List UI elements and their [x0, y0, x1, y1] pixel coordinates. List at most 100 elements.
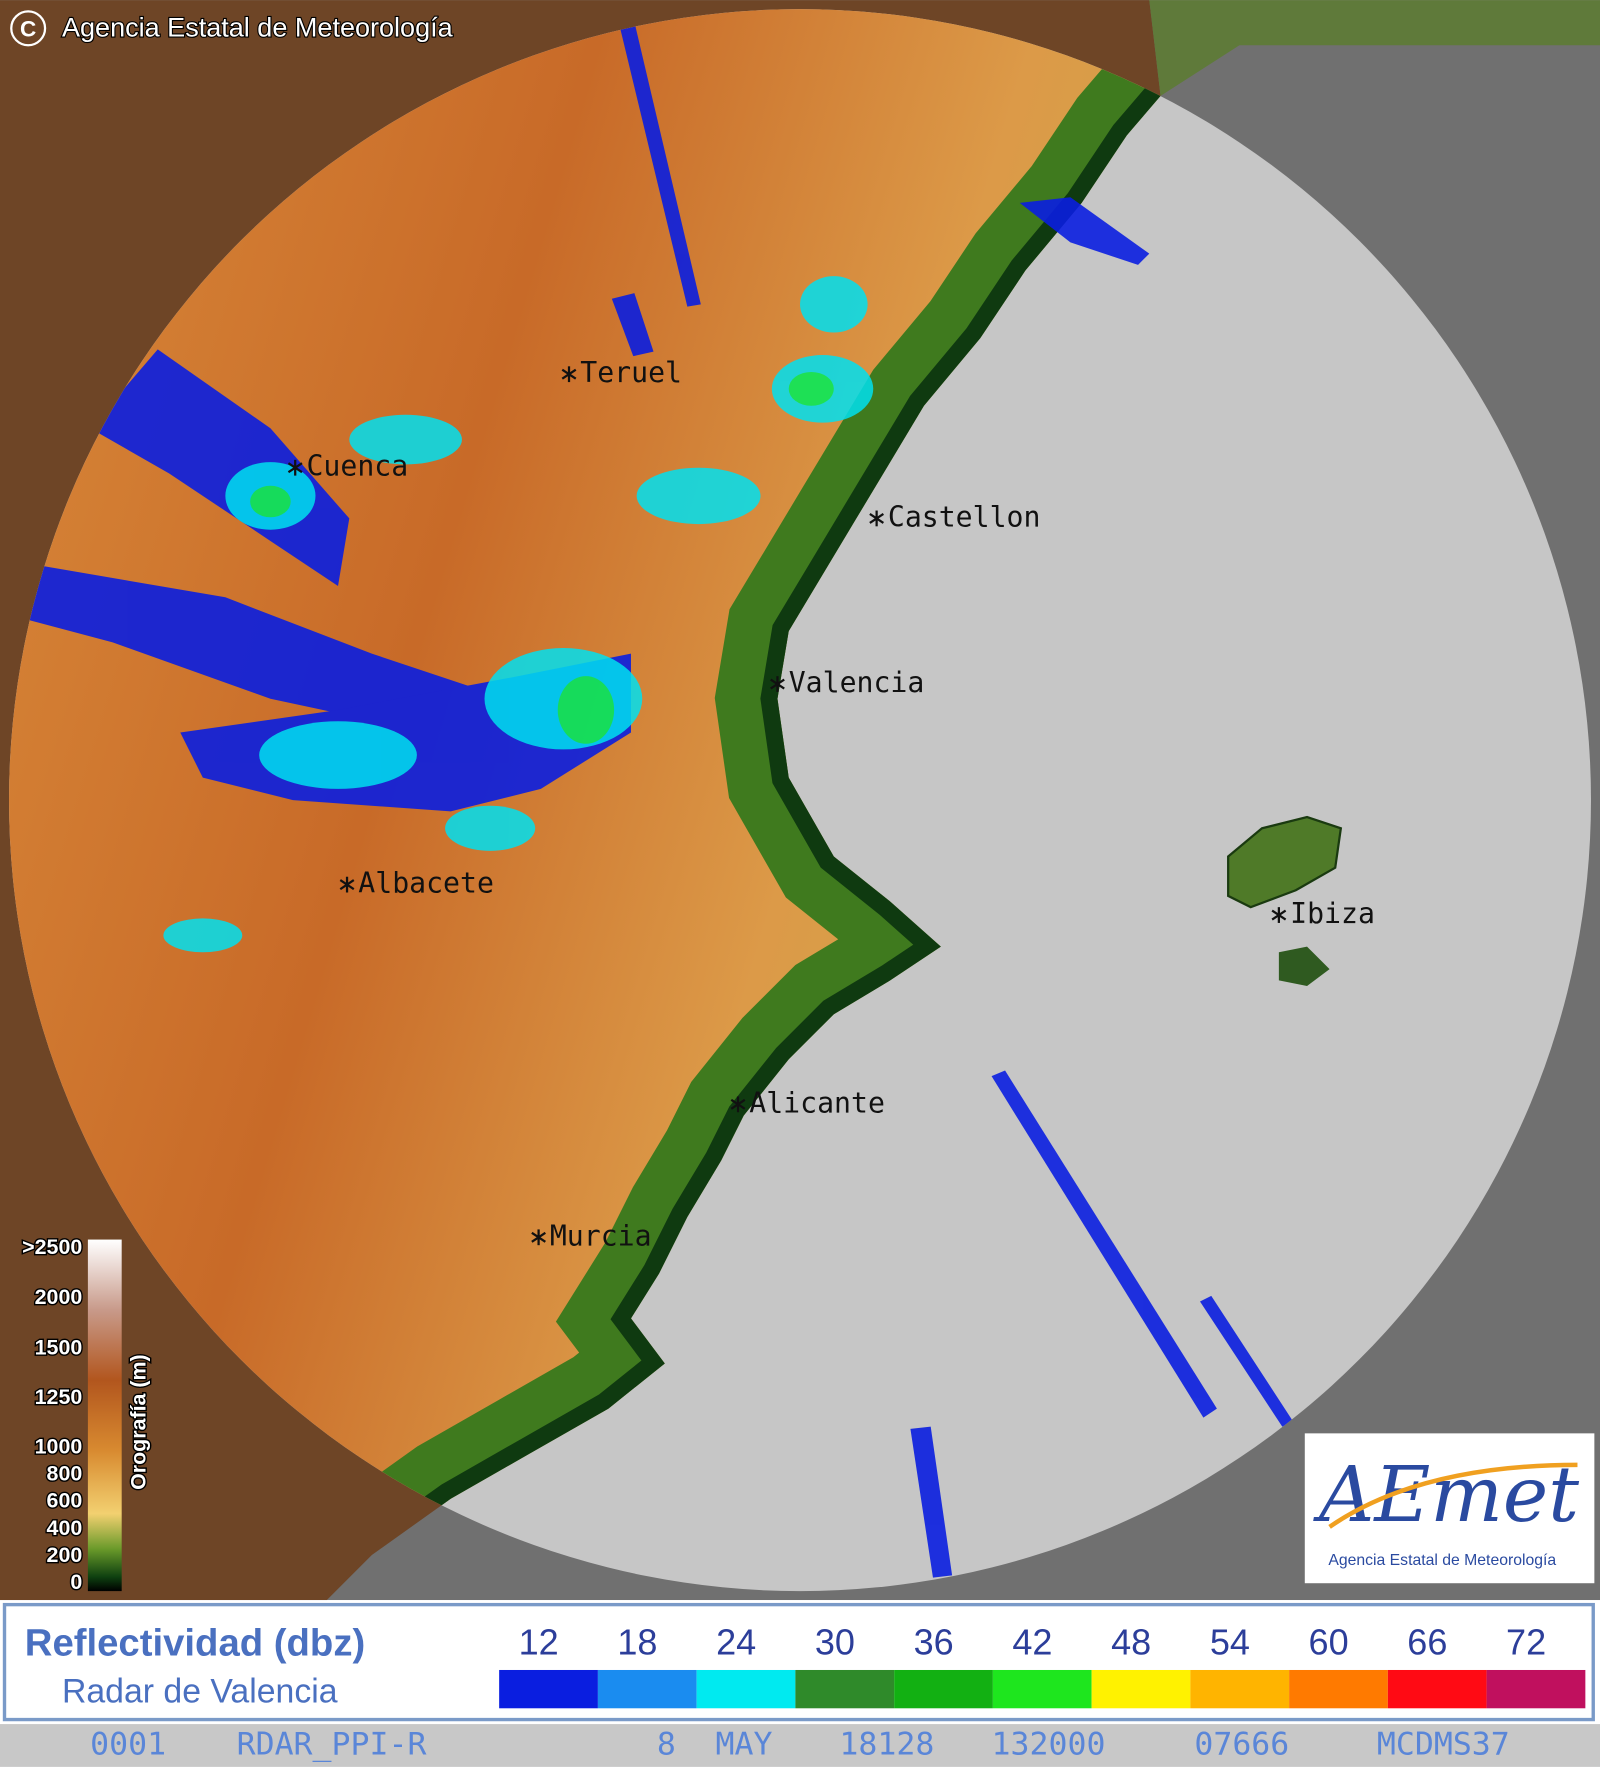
city-labels: Teruel Cuenca Castellon Valencia Albacete Ibi… — [287, 356, 1375, 1252]
status-token: MCDMS37 — [1377, 1726, 1510, 1762]
copyright-circle — [10, 10, 47, 47]
status-token: 132000 — [992, 1726, 1106, 1762]
scale-label: 12 — [519, 1622, 559, 1663]
orography-label: 1000 — [35, 1435, 83, 1459]
city-marker — [287, 462, 303, 474]
city-name: Murcia — [550, 1219, 652, 1252]
orography-label: 200 — [47, 1543, 83, 1567]
logo: AEmet Agencia Estatal de Meteorología — [1304, 1433, 1595, 1584]
city: Murcia — [531, 1219, 652, 1252]
echo — [28, 563, 474, 733]
scale-label: 42 — [1012, 1622, 1052, 1663]
city: Valencia — [770, 666, 925, 699]
scale-color — [992, 1669, 1092, 1709]
status-token: 0001 — [90, 1726, 166, 1762]
echo — [250, 485, 291, 518]
scale-label: 30 — [815, 1622, 855, 1663]
orography-label: 1250 — [35, 1385, 83, 1409]
status-line: 0001 RDAR_PPI-R 8 MAY 18128 132000 07666 MCDMS3… — [90, 1726, 1510, 1762]
scale-label: 24 — [716, 1622, 756, 1663]
echo — [991, 1070, 1217, 1418]
city-marker — [869, 512, 885, 524]
echo — [1019, 197, 1150, 265]
status-token: MAY — [715, 1726, 772, 1762]
city-marker — [531, 1231, 546, 1243]
city-name: Albacete — [358, 867, 494, 900]
status-token: RDAR_PPI-R — [237, 1726, 427, 1762]
city-name: Cuenca — [306, 450, 408, 483]
status-bar — [0, 1724, 1600, 1767]
city-marker — [730, 1098, 746, 1110]
scale-color — [1387, 1669, 1487, 1709]
orography-label: 2000 — [35, 1285, 83, 1309]
ibiza-island — [1227, 815, 1343, 909]
echo — [1200, 1295, 1294, 1427]
echo — [788, 371, 834, 406]
scale-color — [597, 1669, 697, 1709]
city-name: Alicante — [749, 1086, 885, 1119]
scale-color — [894, 1669, 993, 1709]
orography-bar — [87, 1239, 122, 1592]
city: Cuenca — [287, 450, 408, 483]
city: Ibiza — [1271, 897, 1375, 930]
city-name: Teruel — [580, 356, 682, 389]
panel-border — [2, 1602, 1595, 1722]
orography-label: 400 — [47, 1516, 83, 1540]
orography-label: 600 — [47, 1489, 83, 1513]
reflectivity-title: Reflectividad (dbz) — [25, 1621, 365, 1664]
echo — [259, 721, 417, 789]
header: © C Agencia Estatal de Meteorología — [10, 10, 455, 47]
reflectivity-subtitle: Radar de Valencia — [62, 1673, 338, 1711]
scale-color — [795, 1669, 895, 1709]
orography-label: 0 — [70, 1570, 82, 1594]
city-name: Valencia — [789, 666, 925, 699]
echo — [636, 467, 761, 525]
logo-box — [1304, 1433, 1595, 1584]
city: Alicante — [730, 1086, 885, 1119]
city-marker — [561, 368, 577, 380]
scale-color — [1091, 1669, 1191, 1709]
echo — [445, 805, 536, 851]
city: Albacete — [339, 867, 494, 900]
orography-label: 800 — [47, 1462, 83, 1486]
orography-legend: Orografía (m) >2500200015001250100080060… — [21, 1234, 152, 1595]
scale-label: 60 — [1309, 1622, 1349, 1663]
scale-label: 18 — [617, 1622, 657, 1663]
city-marker — [1271, 909, 1287, 921]
radar-echoes — [250, 371, 834, 744]
scale-color — [1190, 1669, 1290, 1709]
status-token: 18128 — [839, 1726, 934, 1762]
logo-swoosh — [1328, 1462, 1578, 1529]
city-name: Ibiza — [1290, 897, 1375, 930]
city: Castellon — [869, 500, 1041, 533]
logo-subtitle: Agencia Estatal de Meteorología — [1328, 1552, 1556, 1569]
orography-label: 1500 — [35, 1336, 83, 1360]
echo — [349, 414, 462, 465]
status-token: 8 — [657, 1726, 676, 1762]
reflectivity-scale: 12 18 24 30 36 42 48 54 60 66 72 — [499, 1622, 1586, 1709]
echo — [617, 17, 701, 307]
echo — [800, 276, 868, 333]
scale-label: 54 — [1210, 1622, 1250, 1663]
scale-label: 72 — [1506, 1622, 1546, 1663]
scale-color — [1289, 1669, 1388, 1709]
orography-label: >2500 — [22, 1235, 82, 1259]
city-marker — [770, 678, 785, 690]
scale-color — [1486, 1669, 1586, 1709]
echo — [163, 918, 243, 953]
echo — [557, 676, 615, 744]
echo — [611, 293, 654, 357]
scale-color — [696, 1669, 796, 1709]
scale-label: 66 — [1407, 1622, 1447, 1663]
city-name: Castellon — [888, 500, 1041, 533]
scale-label: 36 — [914, 1622, 954, 1663]
copyright-letter: C — [20, 16, 36, 41]
status-token: 07666 — [1194, 1726, 1289, 1762]
orography-title: Orografía (m) — [126, 1354, 150, 1490]
scale-label: 48 — [1111, 1622, 1151, 1663]
scale-color — [499, 1669, 598, 1709]
land-outside — [1149, 0, 1600, 96]
